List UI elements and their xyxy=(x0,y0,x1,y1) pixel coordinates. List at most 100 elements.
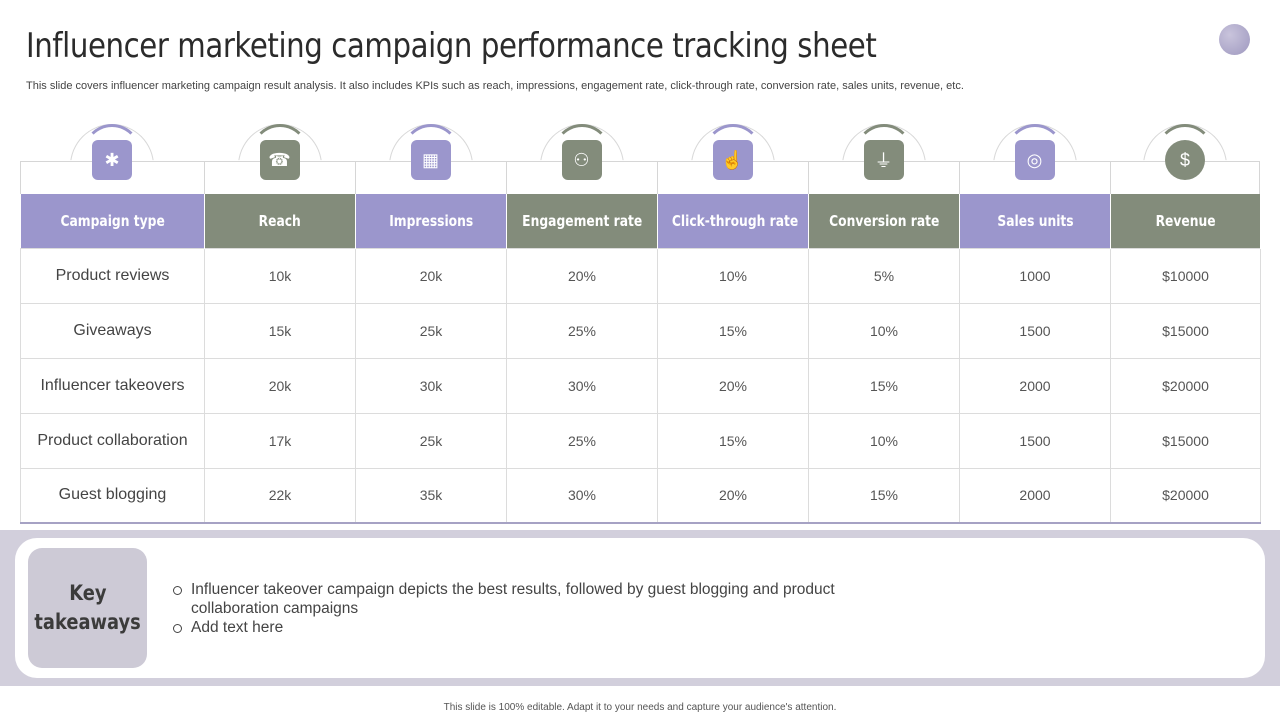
table-cell: 1000 xyxy=(960,248,1111,303)
decorative-dot xyxy=(1219,24,1250,55)
table-cell: 1500 xyxy=(960,413,1111,468)
page-title: Influencer marketing campaign performanc… xyxy=(26,26,876,66)
campaign-type-cell: Product collaboration xyxy=(21,413,205,468)
icon-row-divider xyxy=(506,161,507,194)
takeaways-list: Influencer takeover campaign depicts the… xyxy=(172,580,872,637)
page-subtitle: This slide covers influencer marketing c… xyxy=(26,80,1226,92)
column-header: Engagement rate xyxy=(507,194,658,248)
column-header: Impressions xyxy=(356,194,507,248)
icon-row-divider xyxy=(20,161,21,194)
column-header-label: Sales units xyxy=(997,212,1073,230)
table-cell: 15% xyxy=(809,358,960,413)
sales-icon: ◎ xyxy=(1015,140,1055,180)
table-cell: 20% xyxy=(507,248,658,303)
table-cell: 10k xyxy=(205,248,356,303)
column-header-label: Engagement rate xyxy=(522,212,642,230)
key-label-line2: takeaways xyxy=(34,608,140,637)
table-cell: 15% xyxy=(809,468,960,523)
table-cell: 15k xyxy=(205,303,356,358)
table-cell: 35k xyxy=(356,468,507,523)
table-cell: 25% xyxy=(507,413,658,468)
icon-row-divider xyxy=(808,161,809,194)
column-icon-slot: ☎ xyxy=(204,120,355,194)
impressions-icon: ▦ xyxy=(411,140,451,180)
kpi-table-section: ✱ ☎ ▦ ⚇ ☝ ⏚ ◎ $ Campaign type Reach Impressions En… xyxy=(20,120,1260,524)
table-cell: 30k xyxy=(356,358,507,413)
column-icon-row: ✱ ☎ ▦ ⚇ ☝ ⏚ ◎ $ xyxy=(20,120,1260,194)
column-header-label: Reach xyxy=(259,212,301,230)
icon-row-divider xyxy=(355,161,356,194)
conversion-icon: ⏚ xyxy=(864,140,904,180)
icon-row-divider xyxy=(657,161,658,194)
column-header-label: Impressions xyxy=(389,212,473,230)
icon-row-divider xyxy=(1259,161,1260,194)
key-takeaways-label: Key takeaways xyxy=(28,548,147,668)
table-cell: 20% xyxy=(658,468,809,523)
table-row: Product collaboration 17k 25k 25% 15% 10% 1500… xyxy=(21,413,1261,468)
table-cell: 30% xyxy=(507,358,658,413)
column-icon-slot: ⏚ xyxy=(808,120,959,194)
table-row: Giveaways 15k 25k 25% 15% 10% 1500 $15000 xyxy=(21,303,1261,358)
column-header-label: Click-through rate xyxy=(672,212,798,230)
table-cell: 5% xyxy=(809,248,960,303)
table-cell: 15% xyxy=(658,413,809,468)
campaign-type-cell: Giveaways xyxy=(21,303,205,358)
table-cell: $20000 xyxy=(1111,468,1261,523)
column-icon-slot: ◎ xyxy=(959,120,1110,194)
column-header: Click-through rate xyxy=(658,194,809,248)
table-cell: 10% xyxy=(658,248,809,303)
table-cell: $10000 xyxy=(1111,248,1261,303)
table-cell: 2000 xyxy=(960,358,1111,413)
table-cell: 25k xyxy=(356,413,507,468)
column-header-label: Campaign type xyxy=(60,212,164,230)
table-cell: 22k xyxy=(205,468,356,523)
table-cell: 17k xyxy=(205,413,356,468)
footer-note: This slide is 100% editable. Adapt it to… xyxy=(0,702,1280,713)
campaign-type-cell: Influencer takeovers xyxy=(21,358,205,413)
table-row: Influencer takeovers 20k 30k 30% 20% 15% 2000 $… xyxy=(21,358,1261,413)
column-icon-slot: ✱ xyxy=(20,120,204,194)
icon-row-divider xyxy=(959,161,960,194)
table-cell: 10% xyxy=(809,413,960,468)
column-header: Reach xyxy=(205,194,356,248)
table-cell: 20k xyxy=(356,248,507,303)
kpi-table: Campaign type Reach Impressions Engagement … xyxy=(20,194,1261,524)
takeaway-item: Add text here xyxy=(172,618,872,637)
table-cell: $15000 xyxy=(1111,303,1261,358)
table-cell: 10% xyxy=(809,303,960,358)
table-cell: 20% xyxy=(658,358,809,413)
click-icon: ☝ xyxy=(713,140,753,180)
table-cell: 20k xyxy=(205,358,356,413)
table-cell: 1500 xyxy=(960,303,1111,358)
table-cell: 15% xyxy=(658,303,809,358)
table-cell: 25k xyxy=(356,303,507,358)
icon-row-divider xyxy=(204,161,205,194)
table-header-row: Campaign type Reach Impressions Engagement … xyxy=(21,194,1261,248)
column-icon-slot: ⚇ xyxy=(506,120,657,194)
icon-row-divider xyxy=(1110,161,1111,194)
table-row: Guest blogging 22k 35k 30% 20% 15% 2000 $20000 xyxy=(21,468,1261,523)
column-icon-slot: ☝ xyxy=(657,120,808,194)
takeaway-item: Influencer takeover campaign depicts the… xyxy=(172,580,872,618)
column-icon-slot: $ xyxy=(1110,120,1260,194)
column-header: Campaign type xyxy=(21,194,205,248)
reach-icon: ☎ xyxy=(260,140,300,180)
table-cell: $20000 xyxy=(1111,358,1261,413)
key-label-line1: Key xyxy=(69,579,106,608)
revenue-icon: $ xyxy=(1165,140,1205,180)
engagement-icon: ⚇ xyxy=(562,140,602,180)
column-header-label: Revenue xyxy=(1155,212,1215,230)
table-cell: $15000 xyxy=(1111,413,1261,468)
table-row: Product reviews 10k 20k 20% 10% 5% 1000 $10000 xyxy=(21,248,1261,303)
column-header: Revenue xyxy=(1111,194,1261,248)
campaign-type-cell: Guest blogging xyxy=(21,468,205,523)
campaign-icon: ✱ xyxy=(92,140,132,180)
column-icon-slot: ▦ xyxy=(355,120,506,194)
table-cell: 25% xyxy=(507,303,658,358)
campaign-type-cell: Product reviews xyxy=(21,248,205,303)
column-header-label: Conversion rate xyxy=(829,212,939,230)
column-header: Conversion rate xyxy=(809,194,960,248)
table-cell: 2000 xyxy=(960,468,1111,523)
column-header: Sales units xyxy=(960,194,1111,248)
table-cell: 30% xyxy=(507,468,658,523)
